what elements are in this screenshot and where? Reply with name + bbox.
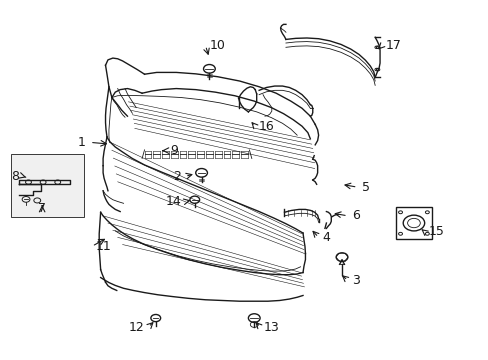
Text: 14: 14 bbox=[165, 195, 181, 208]
Text: 2: 2 bbox=[173, 170, 181, 183]
Text: 8: 8 bbox=[11, 170, 19, 183]
Text: 3: 3 bbox=[351, 274, 359, 287]
Text: 1: 1 bbox=[78, 136, 86, 149]
Text: 10: 10 bbox=[209, 39, 225, 52]
Text: 5: 5 bbox=[361, 181, 369, 194]
Text: 7: 7 bbox=[38, 202, 46, 215]
Text: 9: 9 bbox=[170, 144, 178, 157]
Text: 16: 16 bbox=[259, 120, 274, 133]
Text: 11: 11 bbox=[96, 240, 111, 253]
Bar bbox=[395, 207, 431, 239]
Bar bbox=[11, 154, 83, 217]
Text: 6: 6 bbox=[351, 210, 359, 222]
Text: 13: 13 bbox=[264, 320, 279, 333]
Text: 15: 15 bbox=[428, 225, 444, 238]
Text: 12: 12 bbox=[128, 320, 144, 333]
Text: 4: 4 bbox=[322, 231, 330, 244]
Text: 17: 17 bbox=[385, 39, 401, 52]
